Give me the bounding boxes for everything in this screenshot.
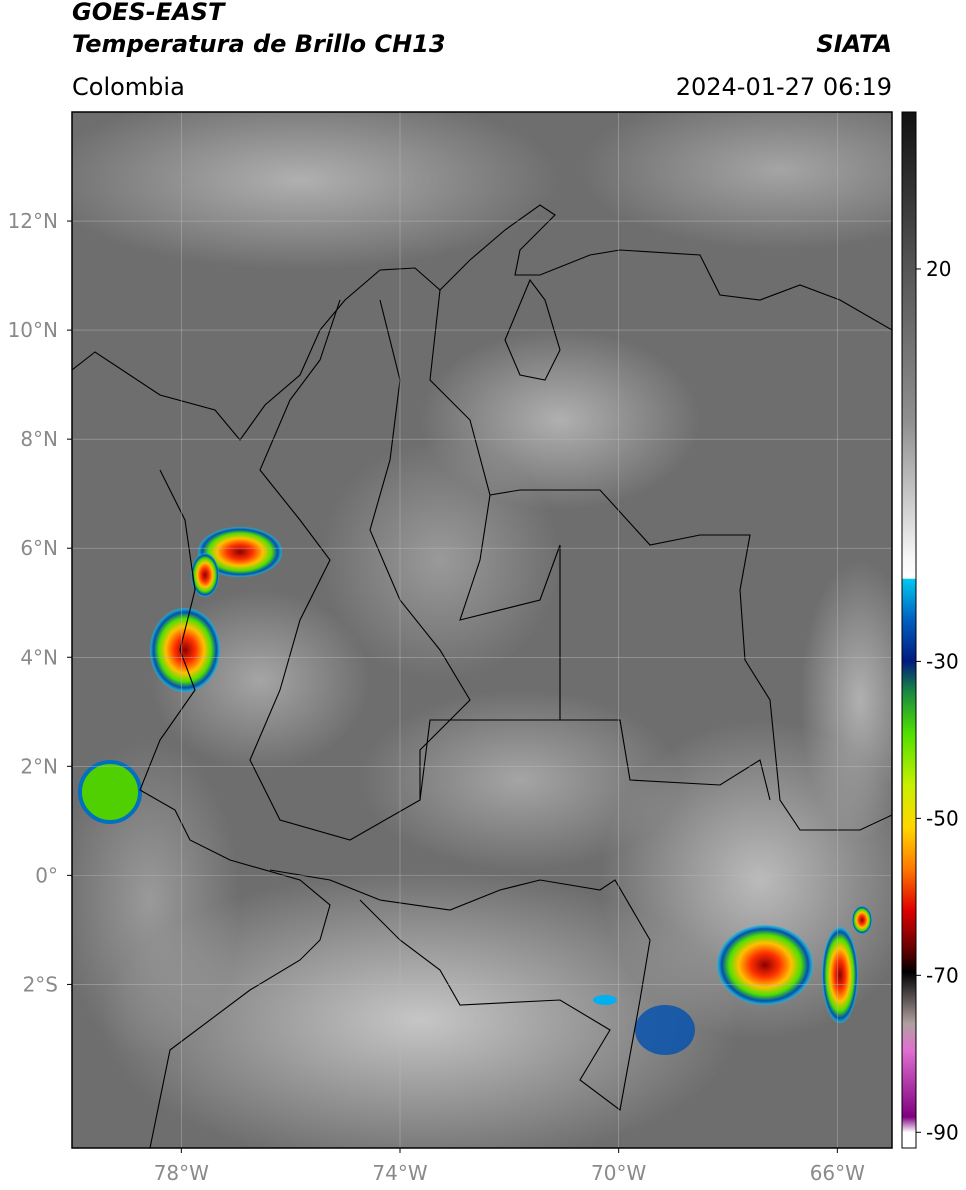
storm-cell (593, 995, 617, 1005)
x-tick-label: 78°W (154, 1161, 209, 1185)
x-tick-label: 74°W (372, 1161, 427, 1185)
subtitle: Temperatura de Brillo CH13 (72, 30, 446, 58)
region: Colombia (72, 73, 185, 101)
storm-cell (78, 760, 142, 824)
storm-cell (198, 527, 282, 577)
border (269, 869, 651, 1111)
satellite-image (72, 112, 892, 1148)
colorbar (901, 111, 917, 1149)
y-tick-label: 2°S (23, 972, 58, 996)
coastline (139, 469, 331, 1148)
cloud (100, 870, 740, 1148)
storm-cell (852, 906, 872, 934)
colorbar-tick-label: 20 (926, 257, 951, 281)
source: SIATA (816, 30, 892, 58)
border (429, 289, 892, 831)
colorbar-tick-label: -30 (926, 649, 959, 673)
cloud (580, 112, 892, 250)
coastline (72, 204, 892, 441)
storm-cell (191, 553, 219, 597)
title: GOES-EAST (72, 0, 226, 26)
cloud (800, 560, 892, 840)
colorbar-tick-label: -90 (926, 1120, 959, 1144)
colorbar-tick-label: -50 (926, 806, 959, 830)
map-frame (71, 111, 893, 1149)
department-border (249, 299, 560, 841)
y-tick-label: 8°N (20, 427, 58, 451)
x-tick-label: 70°W (591, 1161, 646, 1185)
storm-cell (150, 608, 220, 692)
colorbar-tick-label: -70 (926, 963, 959, 987)
y-tick-label: 0° (35, 863, 58, 887)
storm-cell (635, 1005, 695, 1055)
lake-maracaibo (504, 278, 561, 381)
cloud (320, 440, 560, 680)
y-tick-label: 2°N (20, 754, 58, 778)
y-tick-label: 4°N (20, 645, 58, 669)
cloud (360, 690, 680, 870)
x-tick-label: 66°W (810, 1161, 865, 1185)
cloud (72, 112, 560, 270)
datetime: 2024-01-27 06:19 (676, 73, 892, 101)
y-tick-label: 10°N (8, 318, 58, 342)
storm-cell (822, 927, 858, 1023)
department-border (459, 494, 561, 621)
storm-cell (717, 925, 813, 1005)
y-tick-label: 6°N (20, 536, 58, 560)
y-tick-label: 12°N (8, 209, 58, 233)
grid (72, 112, 892, 1148)
